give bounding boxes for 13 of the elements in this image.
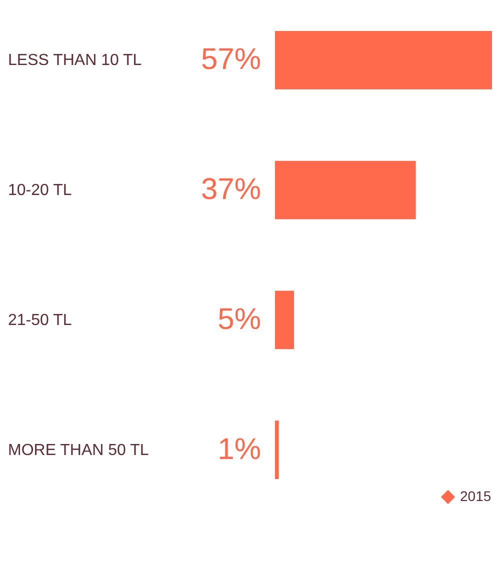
bar	[275, 290, 294, 350]
data-label: 37%	[200, 173, 261, 206]
bar	[275, 420, 279, 480]
y-tick-label: MORE THAN 50 TL	[8, 442, 149, 459]
y-tick-label: 10-20 TL	[8, 182, 72, 200]
y-tick-label: LESS THAN 10 TL	[8, 52, 142, 70]
data-label: 5%	[218, 302, 261, 336]
legend-label: 2015	[460, 488, 492, 504]
data-label: 1%	[218, 432, 261, 466]
bar	[275, 30, 492, 90]
bar	[275, 160, 416, 220]
y-tick-label: 21-50 TL	[8, 312, 72, 329]
data-label: 57%	[200, 43, 261, 76]
